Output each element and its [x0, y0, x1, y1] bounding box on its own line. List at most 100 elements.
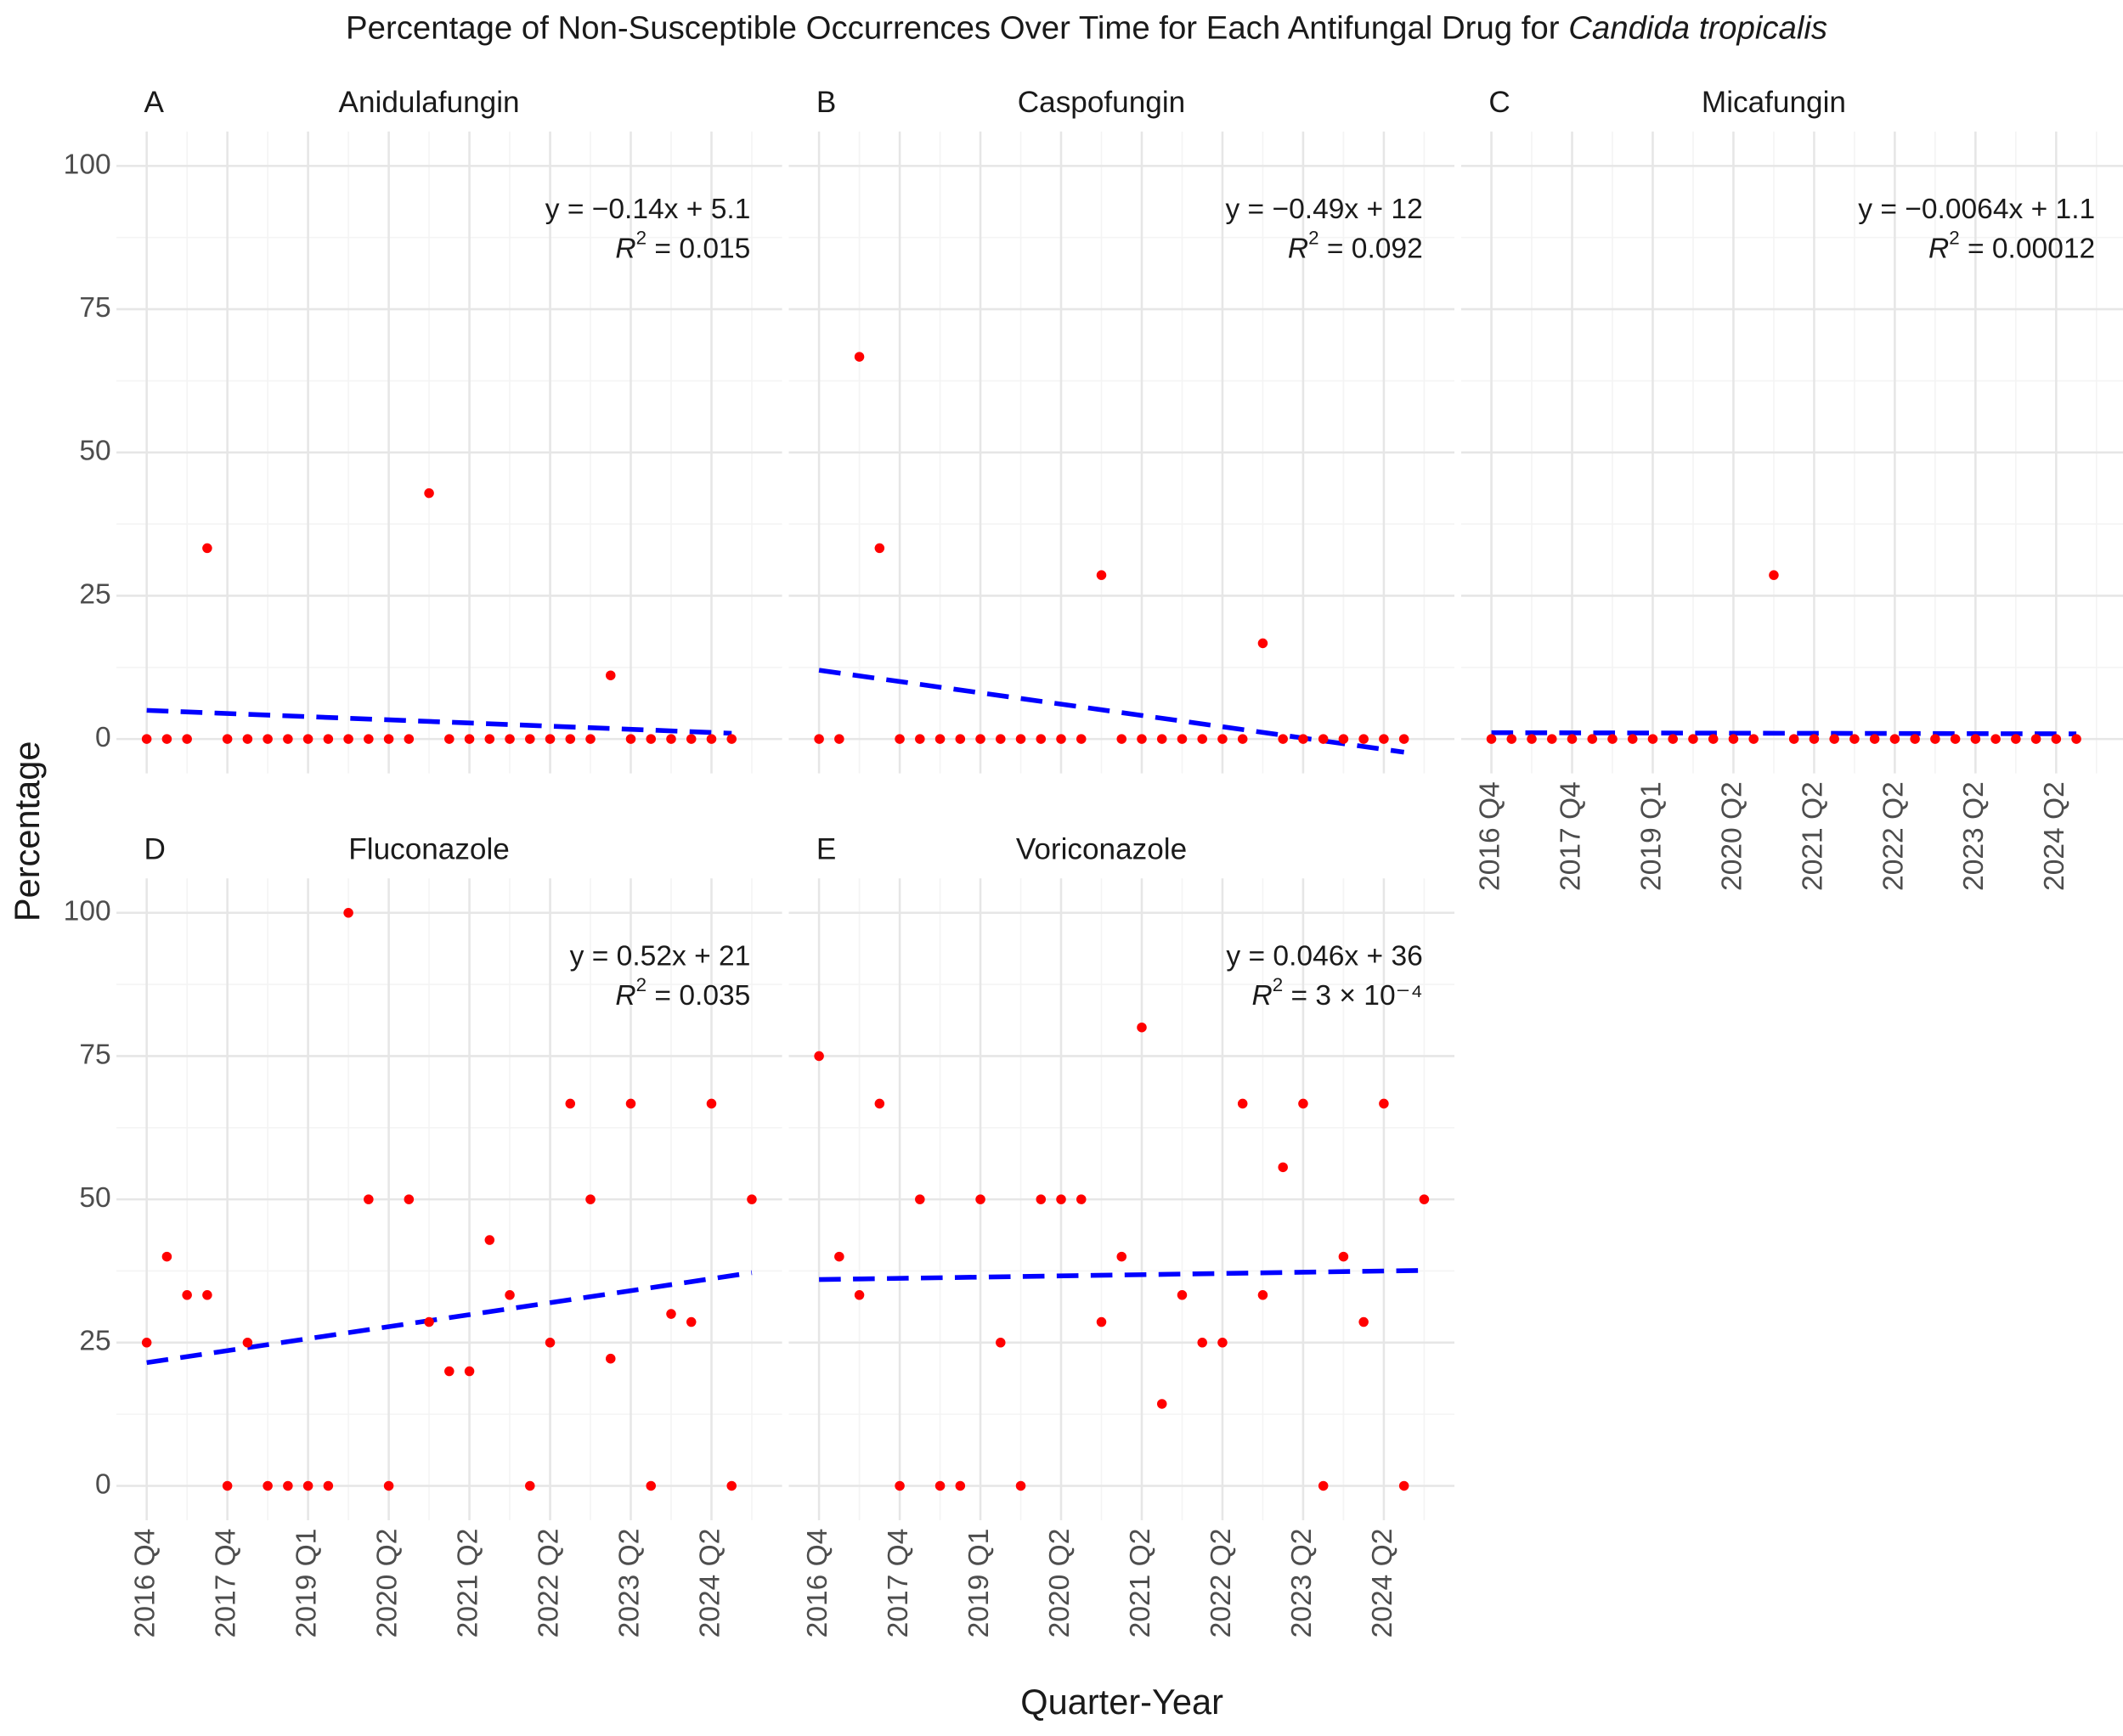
point — [1116, 734, 1127, 744]
point — [565, 734, 576, 744]
point — [814, 1051, 824, 1062]
x-tick-label: 2016 Q4 — [130, 1529, 161, 1638]
point — [1237, 1098, 1248, 1109]
point — [1668, 734, 1678, 744]
panel-title: Anidulafungin — [339, 86, 520, 119]
point — [606, 1353, 616, 1364]
point — [585, 1194, 596, 1204]
x-tick-label: 2019 Q1 — [291, 1529, 322, 1638]
point — [1015, 1480, 1026, 1491]
point — [323, 734, 334, 744]
point — [424, 1316, 434, 1327]
point — [505, 734, 515, 744]
x-tick-label: 2024 Q2 — [2039, 781, 2070, 891]
point — [1278, 734, 1288, 744]
y-tick-label: 75 — [79, 292, 110, 324]
y-tick-label: 50 — [79, 1182, 110, 1214]
point — [222, 1480, 233, 1491]
point — [1398, 734, 1409, 744]
point — [1156, 734, 1167, 744]
point — [1398, 1480, 1409, 1491]
x-tick-label: 2023 Q2 — [613, 1529, 645, 1638]
x-tick-label: 2021 Q2 — [1125, 1529, 1156, 1638]
point — [874, 1098, 885, 1109]
point — [1607, 734, 1618, 744]
r2-exponent: 2 — [1949, 228, 1959, 249]
point — [161, 734, 172, 744]
y-axis-title: Percentage — [7, 741, 47, 922]
r-squared: R2 = 0.00012 — [1928, 228, 2095, 265]
r2-symbol: R — [615, 980, 635, 1012]
point — [464, 734, 475, 744]
point — [646, 734, 657, 744]
point — [955, 1480, 966, 1491]
point — [2030, 734, 2041, 744]
panel-tag: C — [1488, 86, 1510, 119]
point — [242, 734, 253, 744]
equation: y = 0.52x + 21 — [570, 940, 751, 972]
x-tick-label: 2017 Q4 — [211, 1529, 242, 1638]
point — [1237, 734, 1248, 744]
point — [1096, 570, 1107, 580]
point — [1567, 734, 1578, 744]
trend-line — [146, 1270, 753, 1366]
point — [383, 1480, 394, 1491]
r2-exponent: 2 — [636, 974, 646, 995]
x-tick-label: 2016 Q4 — [802, 1529, 833, 1638]
point — [2051, 734, 2062, 744]
point — [1379, 734, 1389, 744]
point — [1096, 1316, 1107, 1327]
r2-value: = 0.015 — [646, 233, 750, 264]
point — [1217, 734, 1228, 744]
point — [1015, 734, 1026, 744]
point — [1056, 734, 1066, 744]
point — [1137, 1022, 1147, 1033]
point — [525, 1480, 535, 1491]
point — [1930, 734, 1940, 744]
r2-value: = 0.035 — [646, 980, 750, 1012]
point — [283, 734, 293, 744]
point — [1318, 1480, 1329, 1491]
point — [996, 734, 1006, 744]
point — [1990, 734, 2001, 744]
point — [666, 1309, 676, 1319]
point — [915, 734, 925, 744]
point — [726, 1480, 737, 1491]
point — [1379, 1098, 1389, 1109]
point — [545, 1338, 556, 1348]
r2-symbol: R — [615, 233, 635, 264]
point — [1036, 1194, 1047, 1204]
point — [1197, 734, 1207, 744]
point — [383, 734, 394, 744]
x-tick-label: 2022 Q2 — [533, 1529, 564, 1638]
point — [1829, 734, 1839, 744]
point — [2011, 734, 2021, 744]
point — [222, 734, 233, 744]
point — [1788, 734, 1799, 744]
point — [1889, 734, 1900, 744]
point — [1318, 734, 1329, 744]
point — [706, 734, 717, 744]
equation: y = −0.49x + 12 — [1225, 194, 1422, 225]
x-tick-label: 2020 Q2 — [1044, 1529, 1076, 1638]
y-tick-label: 25 — [79, 1326, 110, 1357]
point — [834, 734, 844, 744]
point — [161, 1251, 172, 1262]
point — [404, 734, 415, 744]
r2-symbol: R — [1928, 233, 1949, 264]
point — [1177, 1290, 1188, 1300]
point — [1156, 1399, 1167, 1409]
point — [323, 1480, 334, 1491]
point — [1910, 734, 1920, 744]
point — [1036, 734, 1047, 744]
point — [141, 1338, 152, 1348]
point — [834, 1251, 844, 1262]
y-tick-label: 75 — [79, 1039, 110, 1070]
y-tick-label: 50 — [79, 436, 110, 467]
point — [1809, 734, 1820, 744]
point — [686, 734, 697, 744]
panel-tag: D — [144, 833, 165, 866]
point — [895, 1480, 905, 1491]
point — [895, 734, 905, 744]
point — [1056, 1194, 1066, 1204]
